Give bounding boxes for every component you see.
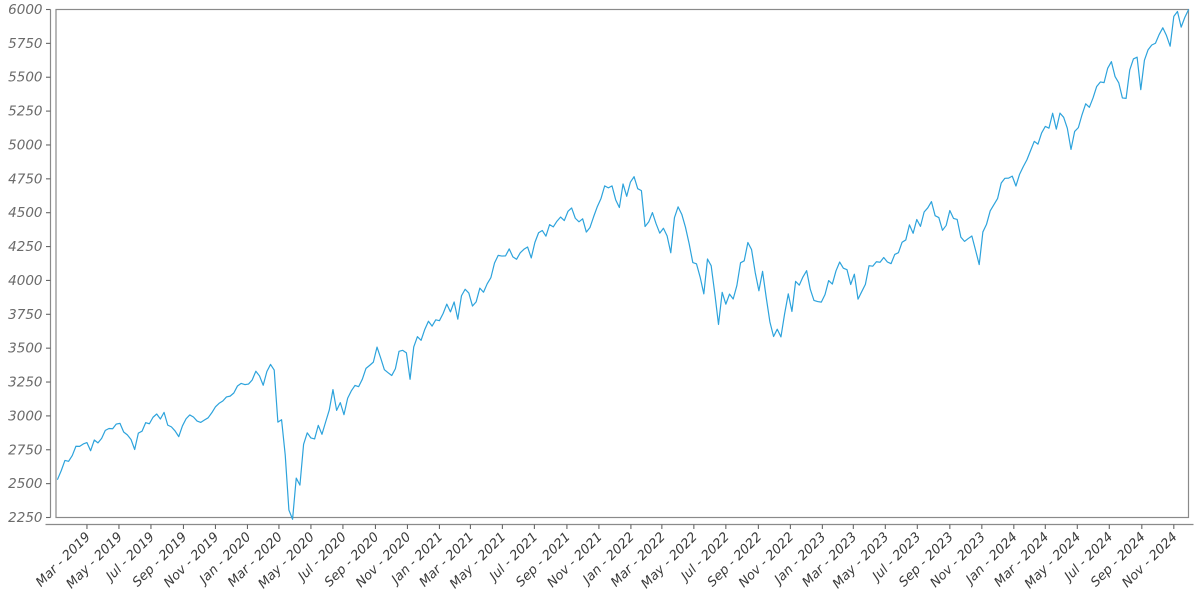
price-line [56, 9, 1190, 520]
y-tick-label: 5250 [8, 104, 42, 120]
y-tick-label: 4000 [8, 273, 42, 289]
y-tick-label: 2500 [8, 476, 42, 492]
y-tick-label: 3500 [8, 341, 42, 357]
y-tick-label: 2250 [8, 510, 42, 526]
y-tick-label: 5000 [8, 137, 42, 153]
y-tick-label: 3750 [8, 307, 42, 323]
y-tick-label: 2750 [8, 442, 42, 458]
y-tick-label: 6000 [8, 2, 42, 18]
data-series [56, 9, 1190, 520]
y-tick-label: 4250 [8, 239, 42, 255]
y-tick-label: 4500 [8, 205, 42, 221]
y-tick-label: 3250 [8, 375, 42, 391]
plot-border [55, 8, 1190, 519]
y-tick-label: 5500 [8, 70, 42, 86]
y-tick-label: 4750 [8, 171, 42, 187]
y-axis: 2250 2500 2750 3000 3250 3500 3750 4000 4250 4500… [8, 2, 51, 526]
y-tick-label: 3000 [8, 408, 42, 424]
y-tick-label: 5750 [8, 36, 42, 52]
plot-frame [45, 8, 1194, 526]
